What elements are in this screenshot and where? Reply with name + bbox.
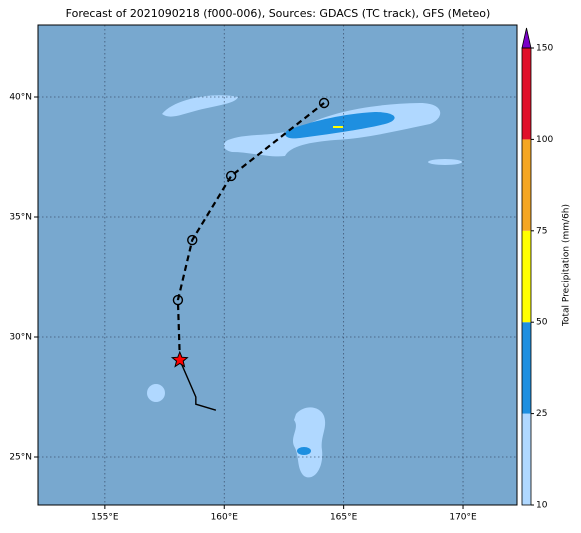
y-tick-label: 25°N — [9, 453, 32, 463]
colorbar-extension — [521, 27, 532, 49]
y-tick-label: 35°N — [9, 213, 32, 223]
precip-area — [285, 112, 395, 139]
past-track — [179, 359, 217, 411]
map-overlay — [38, 25, 517, 505]
colorbar-tick-label: 50 — [536, 318, 548, 328]
precip-area — [297, 447, 311, 455]
precip-area — [162, 95, 238, 117]
colorbar-segment — [522, 413, 531, 505]
colorbar-segment — [522, 230, 531, 323]
precipitation — [147, 95, 462, 478]
current-position — [170, 350, 189, 368]
colorbar-tick-label: 75 — [536, 226, 547, 236]
forecast-point — [172, 294, 184, 306]
colorbar-label: Total Precipitation (mm/6h) — [562, 204, 572, 327]
y-tick-label: 30°N — [9, 333, 32, 343]
colorbar-segment — [522, 322, 531, 414]
x-tick-label: 170°E — [449, 513, 477, 523]
forecast-point — [187, 234, 198, 246]
precip-area — [333, 126, 343, 128]
precip-area — [428, 159, 462, 165]
y-tick-label: 40°N — [9, 93, 32, 103]
forecast-point — [225, 170, 237, 182]
colorbar-tick-label: 10 — [536, 501, 548, 511]
precip-area — [293, 407, 326, 478]
forecast-track — [176, 102, 325, 361]
map-frame — [37, 24, 518, 506]
map-title: Forecast of 2021090218 (f000-006), Sourc… — [66, 7, 491, 20]
x-tick-label: 155°E — [91, 513, 119, 523]
colorbar-tick-label: 150 — [536, 44, 553, 54]
ocean — [38, 25, 517, 505]
colorbar-tick-label: 25 — [536, 409, 547, 419]
colorbar-tick-label: 100 — [536, 135, 553, 145]
colorbar-frame — [521, 47, 532, 506]
colorbar-segment — [522, 139, 531, 231]
x-tick-label: 165°E — [330, 513, 358, 523]
colorbar-segment — [522, 48, 531, 140]
forecast-point — [318, 97, 330, 109]
x-tick-label: 160°E — [211, 513, 239, 523]
precip-area — [147, 384, 165, 402]
